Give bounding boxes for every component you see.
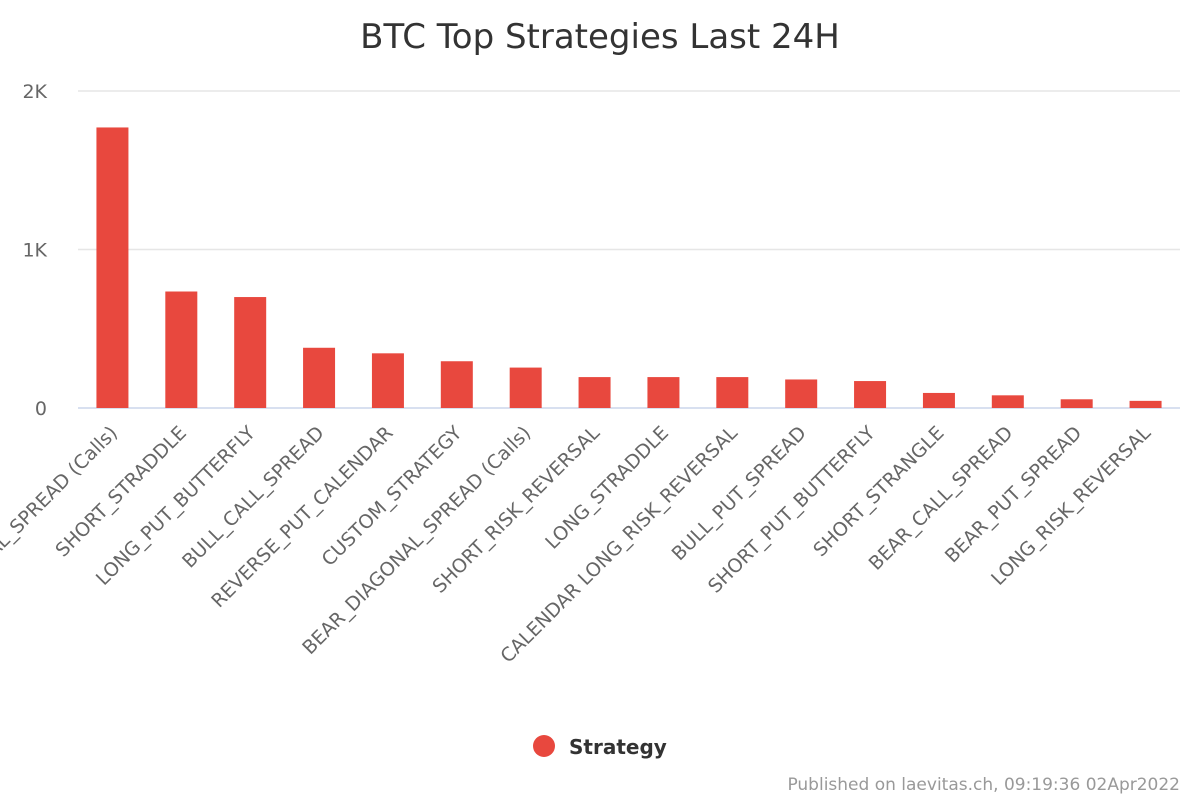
x-tick-label: SHORT_STRANGLE	[809, 422, 948, 561]
bar[interactable]	[509, 367, 542, 408]
bar[interactable]	[371, 353, 404, 408]
bar[interactable]	[854, 381, 887, 408]
bar[interactable]	[991, 395, 1024, 408]
y-tick-label: 2K	[22, 81, 47, 103]
x-tick-label: BULL_PUT_SPREAD	[668, 422, 811, 565]
bar[interactable]	[1060, 399, 1093, 408]
y-tick-label: 1K	[22, 240, 47, 262]
chart-title: BTC Top Strategies Last 24H	[360, 17, 840, 57]
bar[interactable]	[165, 291, 198, 408]
x-axis-ticks: BEAR_DIAGONAL_SPREAD (Calls)SHORT_STRADD…	[0, 422, 1155, 668]
bar[interactable]	[1129, 400, 1162, 408]
x-tick-label: SHORT_STRADDLE	[51, 422, 190, 561]
bar[interactable]	[96, 127, 129, 408]
y-tick-label: 0	[35, 398, 47, 420]
x-tick-label: LONG_STRADDLE	[541, 422, 673, 554]
legend-marker[interactable]	[533, 735, 555, 757]
legend[interactable]: Strategy	[533, 735, 667, 759]
bar[interactable]	[647, 377, 680, 408]
bar[interactable]	[578, 377, 611, 408]
bar[interactable]	[234, 297, 267, 408]
bar[interactable]	[922, 392, 955, 408]
x-tick-label: CALENDAR LONG_RISK_REVERSAL	[496, 422, 742, 668]
bar[interactable]	[303, 347, 336, 408]
bar[interactable]	[716, 377, 749, 408]
credit-text[interactable]: Published on laevitas.ch, 09:19:36 02Apr…	[787, 775, 1180, 795]
legend-label[interactable]: Strategy	[569, 735, 667, 759]
x-tick-label: BEAR_PUT_SPREAD	[941, 422, 1086, 567]
bar[interactable]	[785, 379, 818, 408]
y-axis-ticks: 0 1K 2K	[22, 81, 47, 420]
bars	[96, 127, 1162, 408]
bar[interactable]	[440, 361, 473, 408]
